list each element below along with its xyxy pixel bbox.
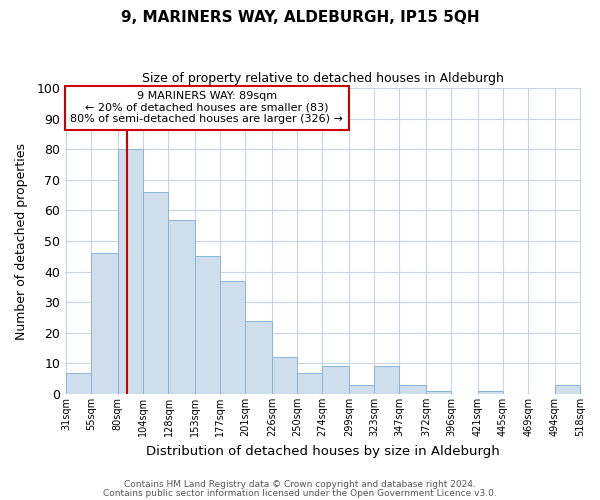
- Bar: [426, 391, 451, 394]
- Bar: [66, 372, 91, 394]
- Bar: [374, 366, 400, 394]
- Y-axis label: Number of detached properties: Number of detached properties: [15, 142, 28, 340]
- Bar: [349, 385, 374, 394]
- Bar: [297, 372, 322, 394]
- X-axis label: Distribution of detached houses by size in Aldeburgh: Distribution of detached houses by size …: [146, 444, 500, 458]
- Bar: [220, 281, 245, 394]
- Text: 9 MARINERS WAY: 89sqm
← 20% of detached houses are smaller (83)
80% of semi-deta: 9 MARINERS WAY: 89sqm ← 20% of detached …: [70, 91, 343, 124]
- Text: 9, MARINERS WAY, ALDEBURGH, IP15 5QH: 9, MARINERS WAY, ALDEBURGH, IP15 5QH: [121, 10, 479, 25]
- Bar: [143, 192, 169, 394]
- Bar: [245, 320, 272, 394]
- Bar: [118, 149, 143, 394]
- Bar: [169, 220, 195, 394]
- Bar: [195, 256, 220, 394]
- Text: Contains HM Land Registry data © Crown copyright and database right 2024.: Contains HM Land Registry data © Crown c…: [124, 480, 476, 489]
- Bar: [554, 385, 580, 394]
- Bar: [478, 391, 503, 394]
- Bar: [91, 254, 118, 394]
- Bar: [272, 358, 297, 394]
- Bar: [322, 366, 349, 394]
- Text: Contains public sector information licensed under the Open Government Licence v3: Contains public sector information licen…: [103, 489, 497, 498]
- Bar: [400, 385, 426, 394]
- Title: Size of property relative to detached houses in Aldeburgh: Size of property relative to detached ho…: [142, 72, 504, 86]
